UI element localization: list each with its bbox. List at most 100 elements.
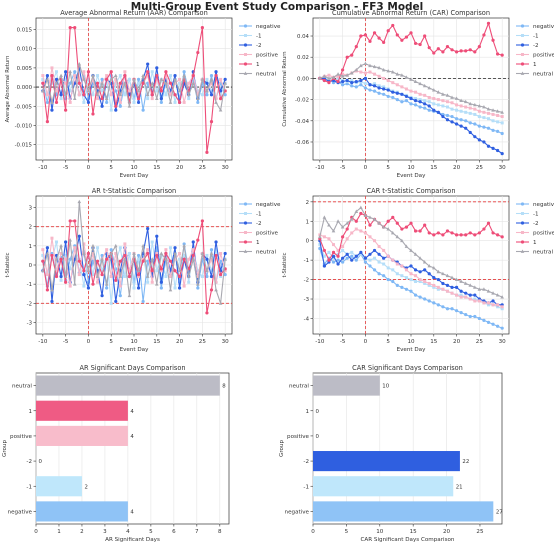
- legend-label-minus2: -2: [256, 43, 262, 49]
- data-point-minus1: [473, 112, 477, 116]
- data-point-neutral: [218, 108, 223, 112]
- data-point-negative: [486, 320, 491, 324]
- data-point-negative: [209, 248, 214, 252]
- data-point-positive: [150, 97, 154, 101]
- data-point-negative: [354, 85, 358, 89]
- data-point-minus2: [223, 77, 227, 82]
- data-point-positive: [164, 248, 168, 252]
- data-point-positive: [64, 257, 68, 261]
- data-point-1: [436, 231, 440, 235]
- legend-label-negative: negative: [533, 202, 554, 208]
- data-point-minus1: [386, 266, 390, 270]
- y-tick-label-0-015: -0.015: [15, 143, 32, 149]
- data-point-minus1: [41, 253, 45, 257]
- data-point-1: [54, 274, 59, 279]
- data-point-1: [345, 55, 349, 59]
- data-point-positive: [336, 74, 340, 78]
- data-point-neutral: [400, 238, 404, 243]
- data-point-neutral: [372, 64, 377, 69]
- data-point-negative: [336, 258, 340, 262]
- data-point-1: [477, 45, 481, 49]
- data-point-neutral: [200, 251, 205, 255]
- data-point-minus2: [468, 130, 472, 135]
- bar-value-label-minus1: 2: [84, 484, 87, 490]
- data-point-minus1: [82, 284, 86, 288]
- aar-line-chart: -10 -5 0 5 10 15 20 25 30 -0.015 -0.010 -0.005 0.000…: [5, 9, 281, 179]
- series-positive: [318, 227, 504, 309]
- data-point-minus1: [395, 272, 399, 276]
- data-point-minus1: [100, 269, 104, 273]
- x-tick-label-15: 15: [153, 339, 161, 345]
- data-point-1: [177, 100, 182, 105]
- data-point-1: [391, 215, 395, 219]
- data-point-negative: [391, 95, 395, 100]
- x-tick-label-30: 30: [222, 165, 230, 171]
- data-point-positive: [178, 252, 182, 255]
- data-point-1: [496, 233, 500, 237]
- data-point-minus1: [491, 119, 495, 123]
- data-point-minus1: [455, 108, 459, 112]
- data-point-neutral: [368, 215, 372, 219]
- data-point-minus1: [68, 267, 72, 271]
- data-point-1: [491, 231, 495, 235]
- data-point-minus1: [322, 254, 326, 258]
- data-point-negative: [409, 102, 413, 106]
- data-point-negative: [482, 125, 486, 129]
- data-point-1: [427, 231, 431, 235]
- data-point-neutral: [141, 243, 145, 248]
- data-point-positive: [105, 74, 109, 78]
- data-point-negative: [386, 277, 390, 282]
- data-point-positive: [327, 73, 331, 77]
- data-point-1: [341, 68, 345, 72]
- data-point-neutral: [331, 75, 336, 79]
- data-point-1: [459, 233, 463, 237]
- data-point-positive: [391, 258, 395, 262]
- data-point-minus1: [359, 252, 363, 256]
- data-point-1: [432, 51, 436, 55]
- data-point-neutral: [473, 102, 477, 107]
- data-point-minus2: [345, 252, 349, 256]
- y-tick-label-3: 3: [29, 206, 32, 212]
- data-point-minus2: [418, 270, 422, 274]
- data-point-1: [164, 70, 168, 74]
- data-point-negative: [363, 86, 368, 90]
- series-neutral: [41, 199, 227, 305]
- data-point-minus2: [468, 293, 472, 297]
- data-point-minus2: [191, 240, 195, 244]
- data-point-minus1: [363, 82, 367, 86]
- y-axis-label: t-Statistic: [282, 252, 288, 277]
- data-point-negative: [73, 70, 77, 74]
- data-point-minus1: [155, 269, 159, 273]
- data-point-1: [496, 52, 500, 56]
- data-point-minus2: [54, 77, 59, 82]
- data-point-positive: [500, 115, 504, 119]
- car-line-chart: -10 -5 0 5 10 15 20 25 30 -0.06 -0.04 -0.02 0.00 0.02…: [282, 9, 554, 179]
- data-point-neutral: [322, 215, 327, 219]
- legend-marker-positive: [244, 231, 247, 234]
- data-point-neutral: [331, 228, 336, 233]
- data-point-neutral: [436, 269, 441, 274]
- data-point-neutral: [59, 73, 63, 77]
- data-point-minus1: [91, 273, 95, 277]
- data-point-positive: [164, 74, 168, 78]
- data-point-positive: [432, 97, 436, 101]
- data-point-minus2: [445, 118, 450, 122]
- data-point-positive: [368, 235, 372, 239]
- data-point-positive: [473, 107, 477, 111]
- data-point-minus1: [187, 97, 191, 101]
- legend-marker-neutral: [243, 249, 248, 253]
- data-point-minus1: [137, 257, 141, 261]
- data-point-minus2: [331, 254, 336, 258]
- data-point-1: [159, 89, 163, 93]
- data-point-1: [404, 35, 409, 39]
- data-point-neutral: [72, 96, 77, 100]
- data-point-minus2: [400, 92, 404, 96]
- legend-marker-neutral: [520, 71, 525, 75]
- data-point-minus1: [423, 99, 427, 103]
- x-tick-label-30: 30: [499, 165, 507, 171]
- data-point-1: [50, 73, 54, 78]
- data-point-negative: [363, 260, 368, 264]
- data-point-minus2: [491, 146, 495, 150]
- data-point-minus2: [450, 285, 454, 289]
